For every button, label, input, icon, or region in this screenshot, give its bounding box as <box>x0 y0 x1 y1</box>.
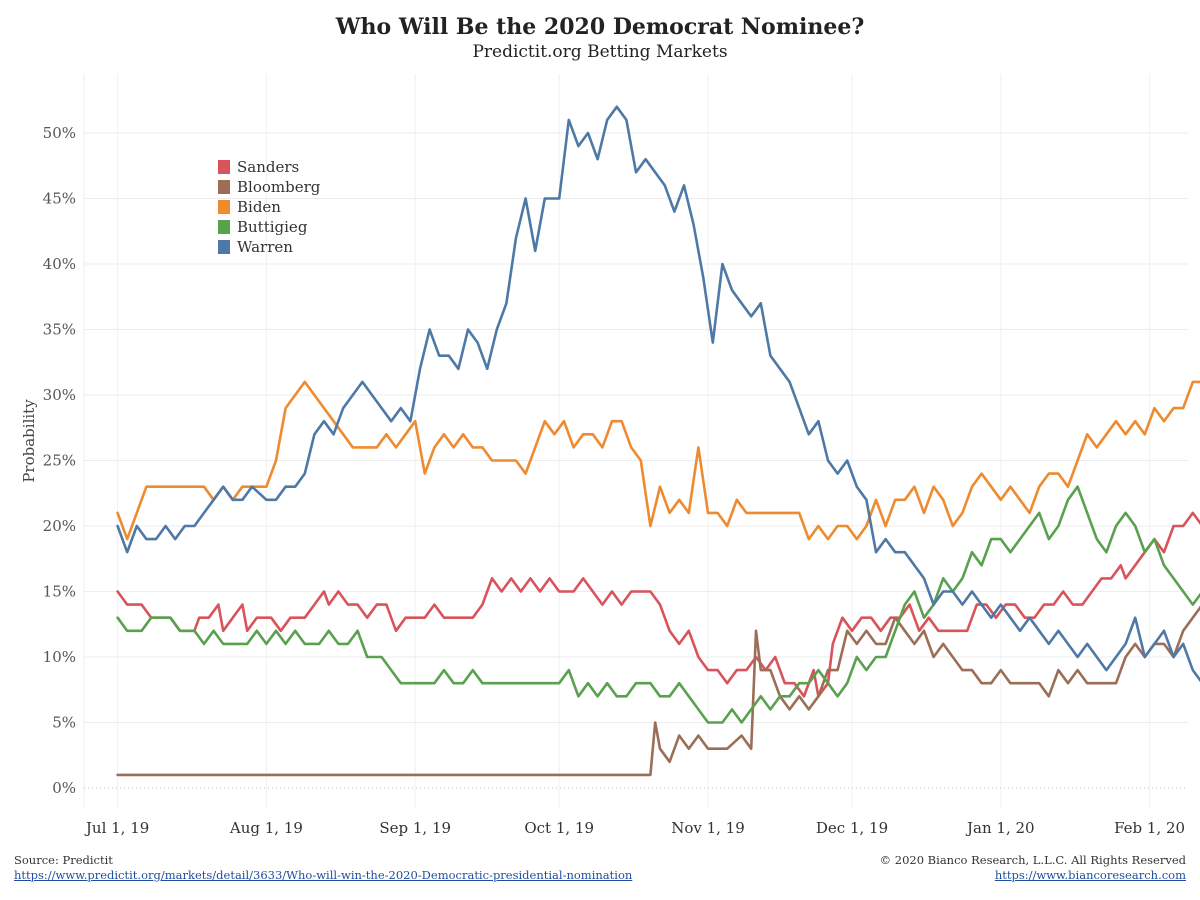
legend-label-biden: Biden <box>237 198 281 216</box>
y-axis-label: Probability <box>20 399 38 483</box>
site-link[interactable]: https://www.biancoresearch.com <box>994 868 1186 882</box>
legend: Sanders Bloomberg Biden Buttigieg Warren <box>218 158 321 256</box>
chart-canvas: 0% 5% 10% 15% 20% 25% 30% 35% 40% 45% 50% Jul 1, 19… <box>20 74 1200 837</box>
series-lines <box>116 105 1200 777</box>
y-tick-label: 40% <box>43 255 76 273</box>
series-line-warren <box>116 105 1200 683</box>
legend-label-bloomberg: Bloomberg <box>237 178 321 196</box>
legend-swatch-bloomberg <box>218 180 230 194</box>
legend-label-warren: Warren <box>237 238 293 256</box>
y-tick-label: 30% <box>43 386 76 404</box>
y-tick-label: 45% <box>43 190 76 208</box>
x-tick-label: Nov 1, 19 <box>671 819 745 837</box>
axes: 0% 5% 10% 15% 20% 25% 30% 35% 40% 45% 50% Jul 1, 19… <box>43 124 1185 837</box>
footer-copyright: © 2020 Bianco Research, L.L.C. All Right… <box>880 853 1186 883</box>
copyright-text: © 2020 Bianco Research, L.L.C. All Right… <box>879 853 1186 867</box>
y-tick-label: 10% <box>43 648 76 666</box>
x-tick-label: Dec 1, 19 <box>816 819 888 837</box>
legend-swatch-buttigieg <box>218 220 230 234</box>
chart-subtitle: Predictit.org Betting Markets <box>472 42 728 62</box>
y-tick-label: 0% <box>52 779 76 797</box>
y-tick-label: 50% <box>43 124 76 142</box>
legend-label-buttigieg: Buttigieg <box>237 218 308 236</box>
series-line-bloomberg <box>116 605 1200 777</box>
x-tick-label: Sep 1, 19 <box>379 819 451 837</box>
series-line-sanders <box>116 511 1200 698</box>
y-tick-label: 15% <box>43 583 76 601</box>
y-tick-label: 25% <box>43 452 76 470</box>
y-tick-label: 5% <box>52 714 76 732</box>
legend-swatch-warren <box>218 240 230 254</box>
legend-swatch-biden <box>218 200 230 214</box>
source-label: Source: Predictit <box>14 853 113 867</box>
series-line-buttigieg <box>116 485 1200 724</box>
x-tick-label: Aug 1, 19 <box>229 819 303 837</box>
x-tick-label: Jan 1, 20 <box>965 819 1035 837</box>
legend-label-sanders: Sanders <box>237 158 299 176</box>
x-tick-label: Jul 1, 19 <box>84 819 149 837</box>
y-tick-label: 20% <box>43 517 76 535</box>
y-tick-label: 35% <box>43 321 76 339</box>
x-tick-label: Feb 1, 20 <box>1114 819 1185 837</box>
series-line-biden <box>116 380 1200 541</box>
footer-source: Source: Predictit https://www.predictit.… <box>14 853 632 883</box>
chart-title: Who Will Be the 2020 Democrat Nominee? <box>335 14 865 40</box>
legend-swatch-sanders <box>218 160 230 174</box>
gridlines <box>83 74 1188 808</box>
x-tick-label: Oct 1, 19 <box>524 819 594 837</box>
source-link[interactable]: https://www.predictit.org/markets/detail… <box>14 868 633 882</box>
